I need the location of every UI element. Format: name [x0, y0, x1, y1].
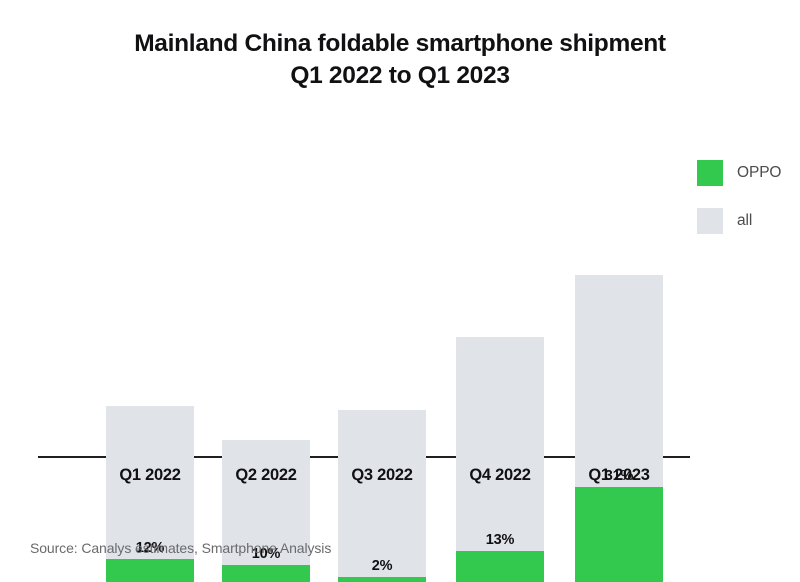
legend-label-all: all — [737, 212, 753, 229]
x-tick-label-q1-2022: Q1 2022 — [119, 466, 181, 484]
bar-group-q1-2023[interactable]: 31% — [575, 126, 663, 582]
chart-legend: OPPO all — [697, 160, 781, 256]
bar-group-q2-2022[interactable]: 10% — [222, 126, 310, 582]
bar-group-q1-2022[interactable]: 12% — [106, 126, 194, 582]
x-tick-label-q3-2022: Q3 2022 — [351, 466, 413, 484]
chart-title: Mainland China foldable smartphone shipm… — [0, 28, 800, 92]
bar-total-all-q4-2022[interactable] — [456, 337, 544, 582]
x-tick-label-q4-2022: Q4 2022 — [469, 466, 531, 484]
bar-segment-oppo-q3-2022[interactable] — [338, 577, 426, 582]
chart-title-line-2: Q1 2022 to Q1 2023 — [290, 62, 510, 89]
legend-swatch-all-icon — [697, 208, 723, 234]
legend-item-oppo[interactable]: OPPO — [697, 160, 781, 186]
bar-group-q3-2022[interactable]: 2% — [338, 126, 426, 582]
chart-title-line-1: Mainland China foldable smartphone shipm… — [134, 30, 666, 57]
source-note: Source: Canalys estimates, Smartphone An… — [30, 540, 332, 556]
x-tick-label-q1-2023: Q1 2023 — [588, 466, 650, 484]
bar-value-label-q2-2022: 10% — [251, 546, 281, 562]
bar-value-label-q1-2023: 31% — [604, 468, 634, 484]
bar-segment-oppo-q1-2022[interactable] — [106, 559, 194, 582]
bar-segment-oppo-q1-2023[interactable] — [575, 487, 663, 582]
bar-group-q4-2022[interactable]: 13% — [456, 126, 544, 582]
bar-total-all-q2-2022[interactable] — [222, 440, 310, 582]
legend-label-oppo: OPPO — [737, 164, 782, 181]
x-tick-label-q2-2022: Q2 2022 — [235, 466, 297, 484]
bar-segment-oppo-q4-2022[interactable] — [456, 551, 544, 582]
bar-value-label-q1-2022: 12% — [135, 540, 165, 556]
legend-swatch-oppo-icon — [697, 160, 723, 186]
bar-value-label-q4-2022: 13% — [485, 532, 515, 548]
bar-total-all-q1-2022[interactable] — [106, 406, 194, 582]
legend-item-all[interactable]: all — [697, 208, 781, 234]
bar-value-label-q3-2022: 2% — [371, 558, 393, 574]
bar-total-all-q3-2022[interactable] — [338, 410, 426, 582]
bar-segment-oppo-q2-2022[interactable] — [222, 565, 310, 582]
